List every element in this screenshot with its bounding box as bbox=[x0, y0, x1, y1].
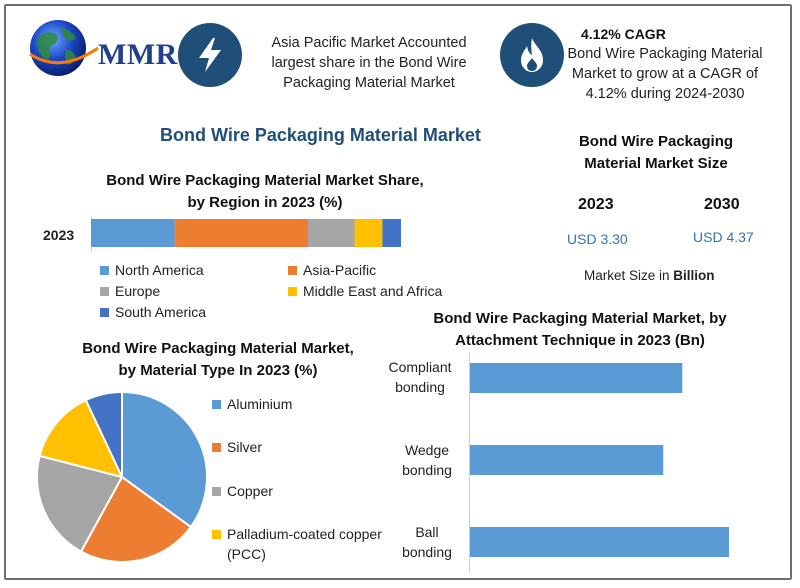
region-info-text: Asia Pacific Market Accounted largest sh… bbox=[250, 33, 488, 93]
legend-label: Copper bbox=[227, 483, 273, 499]
region-bar-category-label: 2023 bbox=[43, 227, 75, 243]
material-legend: Aluminium Silver Copper Palladium-coated… bbox=[212, 396, 412, 576]
region-chart-title: Bond Wire Packaging Material Market Shar… bbox=[80, 170, 450, 214]
region-info-line: largest share in the Bond Wire bbox=[271, 55, 467, 71]
legend-label: South America bbox=[115, 304, 207, 320]
technique-bar-chart bbox=[470, 363, 730, 557]
material-chart-title-line: Bond Wire Packaging Material Market, bbox=[82, 340, 354, 357]
technique-chart-title: Bond Wire Packaging Material Market, by … bbox=[405, 308, 755, 352]
technique-axis-line bbox=[469, 353, 470, 573]
material-chart-title-line: by Material Type In 2023 (%) bbox=[118, 362, 318, 379]
cagr-title: 4.12% CAGR bbox=[581, 26, 666, 42]
region-info-line: Asia Pacific Market Accounted bbox=[271, 35, 467, 51]
market-size-note-unit: Billion bbox=[673, 268, 715, 283]
flame-icon bbox=[500, 23, 564, 87]
legend-label: Palladium-coated copper bbox=[227, 526, 382, 542]
region-bar-segment-south-america bbox=[382, 219, 401, 247]
legend-swatch bbox=[100, 265, 109, 275]
technique-label-ball: Ball bonding bbox=[377, 522, 477, 562]
logo-text: MMR bbox=[98, 38, 178, 71]
legend-south-america: South America bbox=[100, 304, 206, 320]
legend-swatch bbox=[212, 442, 221, 452]
legend-silver: Silver bbox=[212, 439, 262, 455]
technique-label-line: Ball bbox=[415, 524, 439, 540]
region-chart-title-line: by Region in 2023 (%) bbox=[187, 194, 343, 211]
region-bar-segment-europe bbox=[308, 219, 355, 247]
technique-chart-title-line: Attachment Technique in 2023 (Bn) bbox=[455, 332, 705, 349]
legend-label: North America bbox=[115, 262, 204, 278]
legend-label: Asia-Pacific bbox=[303, 262, 377, 278]
legend-swatch bbox=[212, 399, 221, 409]
cagr-info-line: Bond Wire Packaging Material bbox=[567, 46, 763, 62]
size-value-2023: USD 3.30 bbox=[567, 231, 628, 247]
material-chart-title: Bond Wire Packaging Material Market, by … bbox=[58, 338, 378, 382]
technique-label-wedge: Wedge bonding bbox=[377, 440, 477, 480]
legend-swatch bbox=[288, 286, 297, 296]
technique-bar-3 bbox=[470, 527, 730, 557]
legend-asia-pacific: Asia-Pacific bbox=[288, 262, 376, 278]
technique-label-line: Compliant bbox=[388, 359, 452, 375]
legend-aluminium: Aluminium bbox=[212, 396, 292, 412]
legend-label: (PCC) bbox=[227, 546, 266, 562]
technique-bar-2 bbox=[470, 445, 664, 475]
main-title: Bond Wire Packaging Material Market bbox=[160, 125, 481, 145]
legend-label: Europe bbox=[115, 283, 161, 299]
market-size-title-line: Bond Wire Packaging bbox=[578, 133, 734, 150]
market-size-title-line: Material Market Size bbox=[584, 155, 728, 172]
market-size-title: Bond Wire Packaging Material Market Size bbox=[556, 131, 756, 175]
pie-slice-4 bbox=[38, 398, 124, 479]
legend-swatch bbox=[212, 529, 221, 539]
cagr-info-line: 4.12% during 2024-2030 bbox=[585, 86, 745, 102]
technique-label-line: bonding bbox=[402, 462, 452, 478]
pie-slice-2 bbox=[79, 475, 193, 563]
legend-label: Aluminium bbox=[227, 396, 293, 412]
material-pie-chart bbox=[36, 390, 208, 563]
region-chart-title-line: Bond Wire Packaging Material Market Shar… bbox=[106, 172, 424, 189]
region-stacked-bar-chart bbox=[91, 219, 401, 247]
size-year-2023: 2023 bbox=[578, 196, 614, 213]
legend-swatch bbox=[100, 286, 109, 296]
pie-slice-1 bbox=[121, 390, 208, 529]
technique-label-line: bonding bbox=[395, 379, 445, 395]
market-size-note: Market Size in Billion bbox=[584, 268, 715, 283]
legend-pcc: Palladium-coated copper bbox=[212, 526, 382, 542]
region-info-line: Packaging Material Market bbox=[283, 75, 455, 91]
legend-north-america: North America bbox=[100, 262, 204, 278]
market-size-note-prefix: Market Size in bbox=[584, 268, 674, 283]
pie-slice-5 bbox=[84, 390, 123, 478]
technique-label-line: Wedge bbox=[404, 442, 450, 458]
legend-europe: Europe bbox=[100, 283, 160, 299]
legend-middle-east-africa: Middle East and Africa bbox=[288, 283, 442, 299]
legend-copper: Copper bbox=[212, 483, 273, 499]
region-bar-segment-asia-pacific bbox=[174, 219, 308, 247]
legend-swatch bbox=[100, 307, 109, 317]
cagr-info-line: Market to grow at a CAGR of bbox=[571, 66, 759, 82]
size-value-2030: USD 4.37 bbox=[693, 229, 754, 245]
legend-label: Silver bbox=[227, 439, 263, 455]
technique-bar-1 bbox=[470, 363, 683, 393]
technique-label-line: bonding bbox=[402, 544, 452, 560]
lightning-icon bbox=[178, 23, 242, 87]
infographic-frame bbox=[4, 4, 792, 580]
technique-chart-title-line: Bond Wire Packaging Material Market, by bbox=[433, 310, 727, 327]
pie-slice-3 bbox=[36, 454, 124, 553]
legend-label: Middle East and Africa bbox=[303, 283, 443, 299]
technique-label-compliant: Compliant bonding bbox=[370, 357, 470, 397]
region-bar-segment-middle-east-and-africa bbox=[354, 219, 383, 247]
size-year-2030: 2030 bbox=[704, 196, 740, 213]
globe-logo-icon bbox=[29, 20, 99, 76]
region-legend: North America Asia-Pacific Europe Middle… bbox=[100, 262, 520, 322]
cagr-info-text: Bond Wire Packaging Material Market to g… bbox=[560, 44, 770, 104]
legend-swatch bbox=[288, 265, 297, 275]
region-bar-segment-north-america bbox=[91, 219, 175, 247]
legend-swatch bbox=[212, 486, 221, 496]
